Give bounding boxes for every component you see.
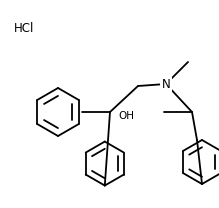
Text: N: N xyxy=(162,78,170,90)
Text: OH: OH xyxy=(118,111,134,121)
Text: HCl: HCl xyxy=(14,22,34,35)
